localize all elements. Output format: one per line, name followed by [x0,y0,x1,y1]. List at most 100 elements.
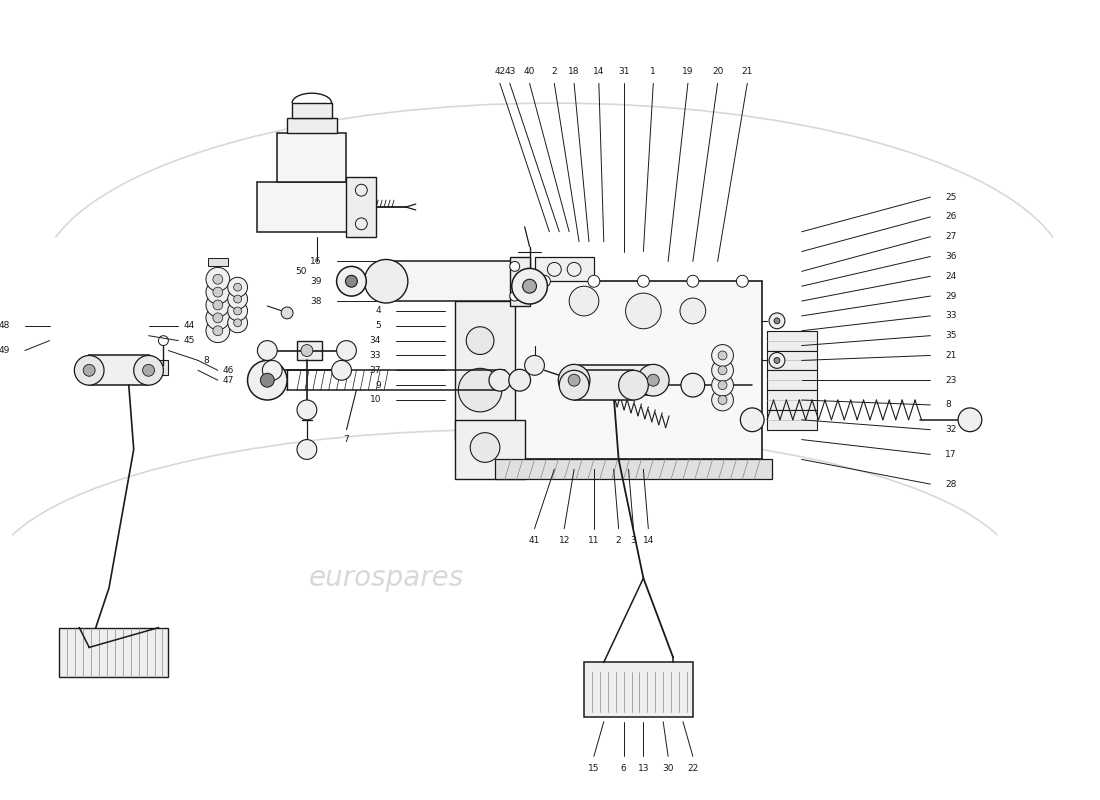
Circle shape [626,293,661,329]
Bar [767,330,816,350]
Circle shape [206,306,230,330]
Circle shape [228,301,248,321]
Circle shape [569,374,580,386]
Circle shape [143,364,154,376]
Text: 33: 33 [945,311,957,320]
Circle shape [466,326,494,354]
Text: 31: 31 [618,67,629,76]
Text: 17: 17 [945,450,957,459]
Circle shape [509,370,530,391]
Bar [509,257,529,306]
Text: 43: 43 [504,67,516,76]
Circle shape [213,287,223,297]
Text: 11: 11 [588,536,600,545]
Text: eurospares: eurospares [377,258,534,286]
Circle shape [637,364,669,396]
Bar [767,370,816,390]
Text: 24: 24 [945,272,957,281]
Bar [293,103,331,118]
Text: 2: 2 [551,67,557,76]
Circle shape [84,364,95,376]
Bar [386,262,515,301]
Bar [495,459,772,479]
Text: 4: 4 [375,306,381,315]
Text: 1: 1 [650,67,657,76]
Text: 6: 6 [620,764,627,773]
Text: 16: 16 [310,257,321,266]
Circle shape [228,278,248,297]
Text: 39: 39 [310,277,321,286]
Text: 27: 27 [945,232,957,242]
Circle shape [525,355,544,375]
Circle shape [712,345,734,366]
Bar [574,366,653,395]
Bar [767,410,816,430]
Circle shape [559,364,590,396]
Text: 25: 25 [945,193,957,202]
Text: 15: 15 [588,764,600,773]
Text: 41: 41 [529,536,540,545]
Circle shape [712,359,734,381]
Circle shape [228,313,248,333]
Circle shape [522,279,537,293]
Circle shape [470,433,499,462]
Text: 19: 19 [682,67,694,76]
Circle shape [257,341,277,361]
Circle shape [509,291,519,301]
Text: 29: 29 [945,291,957,301]
Circle shape [490,370,510,391]
Circle shape [206,280,230,304]
Circle shape [233,295,242,303]
Circle shape [248,361,287,400]
Circle shape [718,351,727,360]
Circle shape [637,275,649,287]
Circle shape [337,341,356,361]
Circle shape [680,298,706,324]
Circle shape [718,381,727,390]
Circle shape [769,313,785,329]
Text: 32: 32 [945,425,957,434]
Text: 8: 8 [204,356,209,365]
Circle shape [75,355,104,385]
Circle shape [539,275,550,287]
Circle shape [233,283,242,291]
Circle shape [509,262,519,271]
Text: 48: 48 [0,322,10,330]
Circle shape [297,439,317,459]
Bar [208,258,228,266]
Bar [257,182,366,232]
Text: 37: 37 [370,366,381,375]
Text: 20: 20 [712,67,724,76]
Bar [287,118,337,133]
Text: 7: 7 [343,435,350,444]
Circle shape [718,366,727,374]
Text: 8: 8 [945,401,952,410]
Text: 42: 42 [494,67,506,76]
Circle shape [206,293,230,317]
Circle shape [261,374,274,387]
Bar [767,390,816,410]
Circle shape [134,355,164,385]
Text: 14: 14 [642,536,654,545]
Text: 34: 34 [370,336,381,345]
Bar [277,133,346,182]
Circle shape [345,275,358,287]
Circle shape [213,313,223,323]
Text: 46: 46 [223,366,234,375]
Circle shape [712,389,734,411]
Text: 45: 45 [184,336,195,345]
Text: 22: 22 [688,764,698,773]
Text: 28: 28 [945,480,957,489]
Bar [455,301,515,439]
Text: 14: 14 [593,67,605,76]
Bar [346,178,376,237]
Circle shape [774,358,780,363]
Circle shape [297,400,317,420]
Text: 2: 2 [616,536,622,545]
Circle shape [681,374,705,397]
Bar [89,355,148,385]
Circle shape [769,353,785,368]
Circle shape [647,374,659,386]
Text: 5: 5 [375,322,381,330]
Text: 26: 26 [945,213,957,222]
